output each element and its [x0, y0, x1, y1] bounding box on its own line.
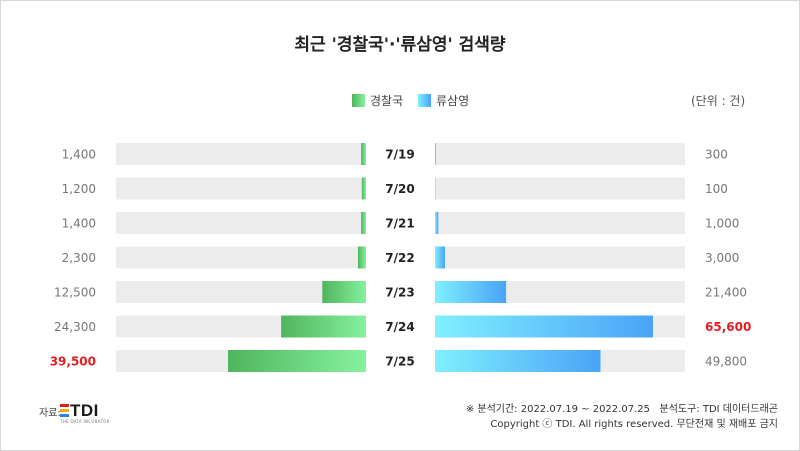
left-track: [116, 281, 366, 303]
value-label-right: 100: [705, 182, 728, 196]
value-label-right: 65,600: [705, 320, 751, 334]
bar-left: [361, 143, 366, 165]
left-track: [116, 212, 366, 234]
legend-item-right: 류삼영: [418, 92, 469, 109]
legend-swatch-right: [418, 94, 431, 107]
value-label-left: 12,500: [54, 286, 96, 300]
category-label: 7/24: [385, 320, 414, 334]
bar-right: [435, 212, 439, 234]
copyright: Copyright ⓒ TDI. All rights reserved. 무단…: [490, 419, 778, 430]
category-label: 7/22: [385, 251, 414, 265]
bar-right: [435, 281, 507, 303]
right-track: [435, 212, 685, 234]
bar-right: [435, 315, 653, 338]
source-label: 자료:: [39, 408, 61, 419]
category-label: 7/20: [385, 182, 414, 196]
bar-left: [361, 212, 366, 234]
left-track: [116, 177, 366, 200]
right-track: [435, 177, 685, 200]
value-label-right: 300: [705, 148, 728, 162]
logo-subtext: THE DATA INCUBATOR: [60, 419, 110, 424]
bar-left: [228, 350, 366, 372]
category-label: 7/21: [385, 217, 414, 231]
value-label-left: 1,200: [62, 182, 96, 196]
bar-right: [435, 246, 445, 269]
bar-right: [435, 143, 436, 165]
analysis-period: ※ 분석기간: 2022.07.19 ~ 2022.07.25 분석도구: TD…: [465, 404, 778, 415]
chart-title: 최근 '경찰국'·'류삼영' 검색량: [294, 35, 506, 55]
bar-left: [361, 177, 366, 200]
bar-left: [322, 281, 366, 303]
value-label-left: 2,300: [62, 251, 96, 265]
tdi-logo: TDI: [60, 401, 99, 421]
left-track: [116, 143, 366, 165]
footer-notes: ※ 분석기간: 2022.07.19 ~ 2022.07.25 분석도구: TD…: [466, 402, 778, 432]
bar-left: [357, 246, 366, 269]
value-label-left: 24,300: [54, 320, 96, 334]
category-label: 7/23: [385, 286, 414, 300]
value-label-left: 39,500: [50, 355, 96, 369]
value-label-right: 3,000: [705, 251, 739, 265]
legend-label-right: 류삼영: [436, 94, 470, 108]
value-label-left: 1,400: [62, 148, 96, 162]
value-label-right: 21,400: [705, 286, 747, 300]
right-track: [435, 143, 685, 165]
value-label-right: 1,000: [705, 217, 739, 231]
value-label-right: 49,800: [705, 355, 747, 369]
logo-mark-icon: [60, 404, 69, 417]
logo-text: TDI: [70, 401, 99, 420]
bar-left: [281, 315, 366, 338]
unit-label: (단위 : 건): [691, 94, 746, 108]
bar-right: [435, 350, 601, 372]
legend-label-left: 경찰국: [370, 94, 404, 108]
category-label: 7/25: [385, 355, 414, 369]
legend-swatch-left: [352, 94, 365, 107]
right-track: [435, 246, 685, 269]
left-track: [116, 246, 366, 269]
category-label: 7/19: [385, 148, 414, 162]
value-label-left: 1,400: [62, 217, 96, 231]
legend-item-left: 경찰국: [352, 92, 403, 109]
